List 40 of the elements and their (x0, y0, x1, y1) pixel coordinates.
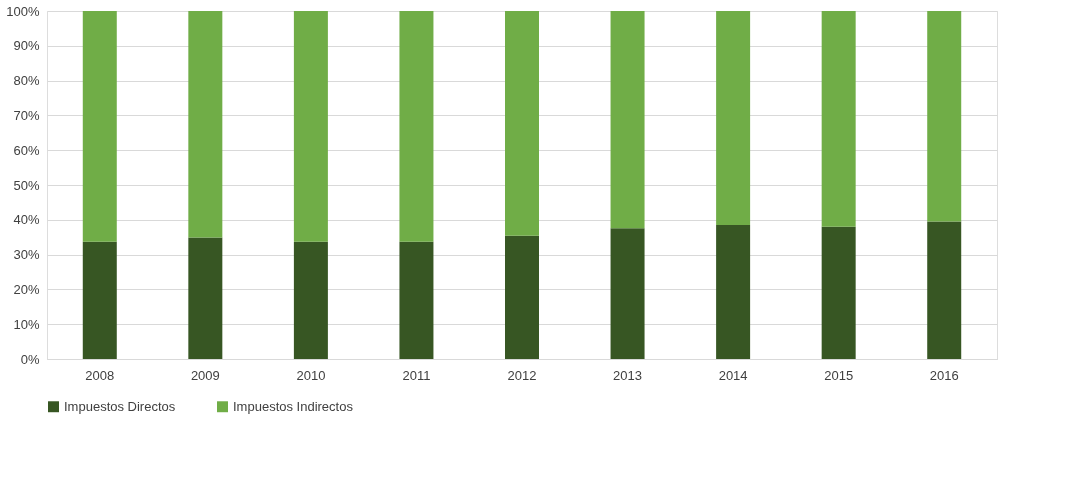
bar (927, 11, 962, 222)
bar (399, 11, 434, 242)
x-tick-label: 2013 (613, 367, 643, 383)
x-tick-label: 2014 (718, 367, 748, 383)
bar (716, 11, 751, 226)
y-tick-label: 10% (13, 316, 40, 332)
x-tick-label: 2012 (507, 367, 537, 383)
y-tick-label: 40% (13, 212, 40, 228)
bar (821, 11, 856, 227)
y-tick-label: 20% (13, 281, 40, 297)
bar (82, 241, 117, 359)
x-tick-label: 2009 (190, 367, 220, 383)
bar (716, 225, 751, 359)
bar (927, 221, 962, 359)
y-tick-label: 30% (13, 247, 40, 263)
bar (293, 241, 328, 359)
bar (821, 226, 856, 359)
y-tick-label: 60% (13, 142, 40, 158)
x-tick-label: 2008 (85, 367, 115, 383)
bar (505, 11, 539, 236)
bar (505, 235, 539, 359)
bar (399, 241, 434, 359)
bar (82, 11, 117, 242)
x-tick-label: 2010 (296, 367, 326, 383)
y-tick-label: 50% (13, 177, 40, 193)
bar (610, 228, 645, 359)
y-tick-label: 90% (13, 38, 40, 54)
bar (610, 11, 645, 229)
y-tick-label: 70% (13, 107, 40, 123)
legend-label: Impuestos Indirectos (233, 398, 354, 414)
x-tick-label: 2011 (402, 367, 431, 383)
y-tick-label: 0% (20, 351, 40, 367)
y-tick-label: 100% (6, 3, 40, 19)
x-tick-label: 2015 (824, 367, 854, 383)
bar (188, 11, 223, 238)
y-tick-label: 80% (13, 73, 40, 89)
bar (188, 237, 223, 359)
legend-label: Impuestos Directos (64, 398, 176, 414)
bar (293, 11, 328, 242)
x-tick-label: 2016 (929, 367, 959, 383)
